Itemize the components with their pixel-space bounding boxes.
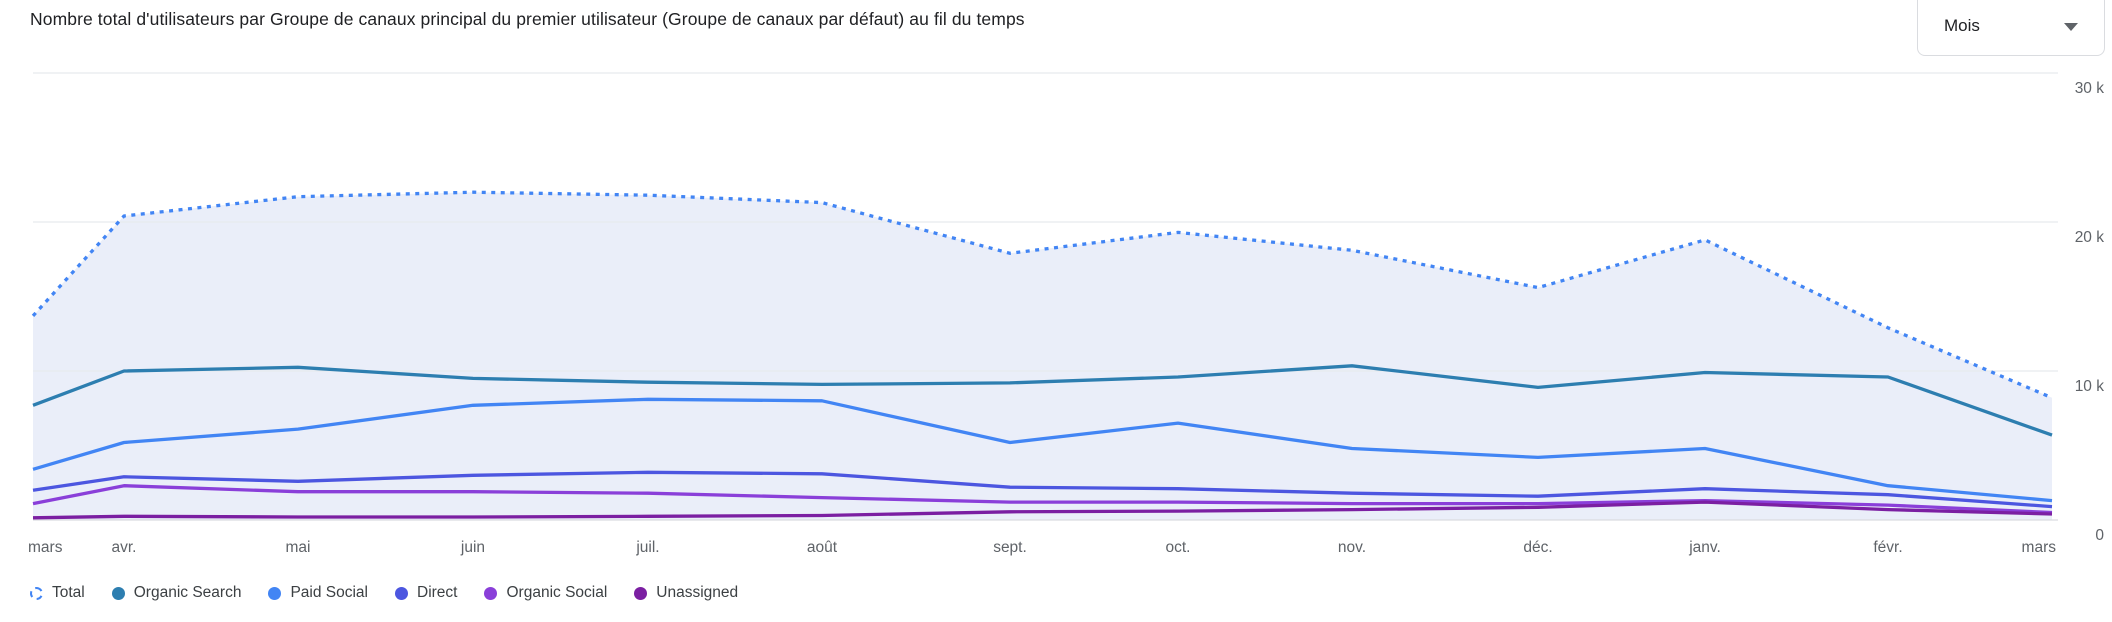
y-axis-label-10k: 10 k: [2075, 378, 2105, 395]
x-axis-label-4: juil.: [635, 539, 659, 556]
y-axis-label-30k: 30 k: [2075, 80, 2105, 97]
legend-label: Organic Social: [506, 584, 608, 601]
legend-item-unassigned: Unassigned: [634, 584, 738, 602]
legend-label: Direct: [417, 584, 458, 601]
legend-label: Paid Social: [290, 584, 368, 601]
x-axis-label-2: mai: [286, 539, 311, 556]
x-axis-label-8: nov.: [1338, 539, 1366, 556]
series-line-total: [31, 190, 2053, 400]
legend-item-organic-search: Organic Search: [111, 584, 242, 602]
chart-title: Nombre total d'utilisateurs par Groupe d…: [30, 9, 1025, 29]
x-axis-label-1: avr.: [112, 539, 137, 556]
chart-legend: Total Organic Search Paid Social Direct Orga…: [30, 584, 738, 602]
legend-item-total: Total: [30, 584, 85, 602]
legend-label: Organic Search: [133, 584, 242, 601]
x-axis-label-5: août: [807, 539, 838, 556]
x-axis-label-3: juin: [460, 539, 485, 556]
legend-item-organic-social: Organic Social: [484, 584, 607, 602]
series-line-direct: [32, 470, 2053, 509]
series-line-unassigned: [32, 500, 2053, 520]
circle-icon: [268, 586, 282, 600]
x-axis-label-9: déc.: [1523, 539, 1552, 556]
legend-label: Total: [52, 584, 85, 601]
x-axis-label-12: mars: [2022, 539, 2057, 556]
legend-item-paid-social: Paid Social: [268, 584, 368, 602]
series-line-organic-search: [32, 364, 2053, 437]
circle-icon: [395, 586, 408, 600]
chevron-down-icon: [2064, 23, 2078, 31]
y-axis-label-20k: 20 k: [2075, 229, 2105, 246]
series-line-paid-social: [32, 397, 2053, 503]
y-axis-label-0: 0: [2095, 527, 2104, 544]
circle-icon: [484, 586, 498, 600]
x-axis-label-11: févr.: [1873, 539, 1902, 556]
x-axis-label-6: sept.: [993, 539, 1027, 556]
x-axis-label-0: mars: [28, 539, 63, 556]
total-area-fill: [33, 192, 2052, 520]
circle-icon: [634, 586, 648, 600]
granularity-dropdown[interactable]: Mois: [1917, 0, 2105, 56]
granularity-value: Mois: [1944, 16, 1980, 35]
x-axis-label-7: oct.: [1166, 539, 1191, 556]
x-axis-label-10: janv.: [1688, 539, 1721, 556]
dashed-circle-icon: [30, 586, 43, 600]
circle-icon: [111, 586, 125, 600]
legend-item-direct: Direct: [395, 584, 457, 602]
legend-label: Unassigned: [656, 584, 739, 601]
